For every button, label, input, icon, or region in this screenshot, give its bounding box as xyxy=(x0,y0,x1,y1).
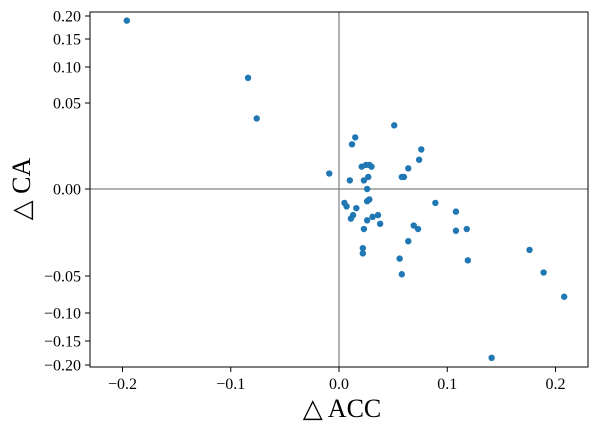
data-point xyxy=(398,271,405,278)
data-point xyxy=(414,225,422,233)
data-point xyxy=(244,74,252,82)
data-point xyxy=(376,220,384,227)
data-point xyxy=(360,225,368,233)
data-point xyxy=(391,122,398,129)
data-point xyxy=(363,217,371,224)
data-point xyxy=(418,146,425,153)
data-point xyxy=(526,246,533,254)
x-tick-label: 0.1 xyxy=(437,376,457,393)
x-tick-label: 0.2 xyxy=(546,376,566,393)
data-point xyxy=(463,225,470,233)
data-point xyxy=(560,293,568,300)
data-point xyxy=(360,177,368,184)
data-point xyxy=(464,257,472,264)
data-point xyxy=(405,165,412,172)
y-tick-label: 0.20 xyxy=(53,9,81,26)
y-tick-label: 0.15 xyxy=(53,32,81,49)
data-point xyxy=(365,173,372,181)
data-point xyxy=(346,177,354,184)
y-tick-label: −0.05 xyxy=(44,269,81,286)
data-point xyxy=(123,17,131,24)
x-axis-title: △ ACC xyxy=(303,394,382,423)
data-point xyxy=(253,115,260,122)
data-point xyxy=(349,211,357,219)
data-point xyxy=(432,199,439,207)
data-point xyxy=(405,238,412,245)
y-tick-label: −0.15 xyxy=(44,334,81,351)
x-tick-label: 0.0 xyxy=(329,376,349,393)
y-tick-label: 0.00 xyxy=(53,182,81,199)
data-point xyxy=(363,185,371,193)
data-point xyxy=(352,134,359,141)
data-point xyxy=(359,244,367,252)
y-tick-label: −0.20 xyxy=(44,358,81,375)
y-tick-label: 0.10 xyxy=(53,60,81,77)
x-tick-label: −0.2 xyxy=(108,376,137,393)
data-point xyxy=(488,354,495,361)
x-tick-label: −0.1 xyxy=(216,376,245,393)
data-point xyxy=(374,211,382,219)
data-point xyxy=(410,222,417,229)
y-axis-title: △ CA xyxy=(7,157,36,220)
data-point xyxy=(353,204,360,212)
data-point xyxy=(348,141,356,148)
data-point xyxy=(326,170,333,177)
data-point xyxy=(359,250,367,257)
data-point xyxy=(398,173,405,181)
data-point xyxy=(396,255,403,262)
axes: −0.2 −0.1 0.0 0.1 0.2 0.20 0.15 0.10 0.05 0.00 −0.… xyxy=(44,9,589,393)
y-tick-label: −0.10 xyxy=(44,306,81,323)
y-tick-label: 0.05 xyxy=(53,96,81,113)
data-point xyxy=(415,156,423,163)
data-point xyxy=(540,269,547,276)
data-point xyxy=(452,227,460,234)
data-point xyxy=(452,208,460,215)
plot-area xyxy=(90,12,588,367)
data-point xyxy=(369,213,376,221)
data-point xyxy=(343,203,350,210)
data-point xyxy=(368,163,375,170)
data-point xyxy=(366,196,373,203)
